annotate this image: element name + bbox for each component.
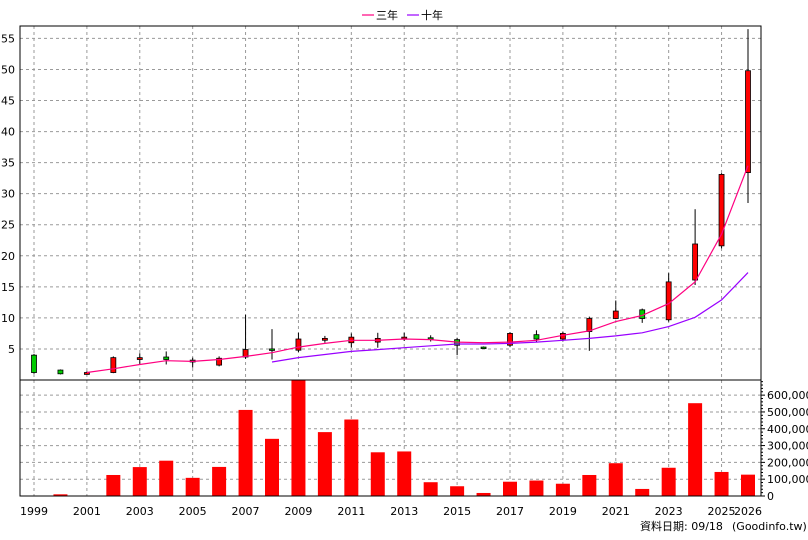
price-tick-label: 25 (1, 219, 15, 232)
year-tick-label: 2007 (232, 505, 260, 518)
legend: 三年 十年 (362, 8, 443, 22)
year-tick-label: 2023 (655, 505, 683, 518)
candle-body (321, 337, 328, 341)
volume-bar (582, 474, 597, 496)
volume-tick-label: 0 (767, 490, 774, 503)
legend-ma3-label: 三年 (376, 8, 398, 22)
volume-bar (503, 481, 517, 496)
volume-bar (185, 477, 200, 496)
volume-bar (661, 467, 676, 496)
year-tick-label: 2019 (549, 505, 577, 518)
year-tick-label: 2009 (284, 505, 312, 518)
volume-bar (450, 486, 465, 496)
volume-bar (212, 466, 227, 496)
candle-body (480, 346, 487, 349)
volume-tick-label: 600,000 (767, 389, 808, 402)
price-tick-label: 15 (1, 281, 15, 294)
year-axis-labels: 1999 2001 2003 2005 2007 2009 2011 2013 2015 2017… (20, 505, 762, 518)
year-tick-label: 2015 (443, 505, 471, 518)
legend-ma10-label: 十年 (421, 8, 443, 22)
candle-body (612, 310, 619, 319)
candle-body (57, 369, 64, 375)
volume-bars (27, 380, 755, 497)
candle-body (242, 349, 249, 358)
volume-bar (344, 419, 359, 496)
price-tick-label: 5 (8, 343, 15, 356)
price-tick-label: 10 (1, 312, 15, 325)
volume-bar (265, 438, 279, 496)
year-tick-label: 2005 (179, 505, 207, 518)
candle-body (216, 357, 223, 366)
volume-bar (317, 432, 332, 496)
data-date-label: 資料日期: 09/18 (640, 519, 723, 533)
candle-body (163, 356, 170, 360)
year-tick-label: 2001 (73, 505, 101, 518)
candle-body (507, 333, 513, 346)
year-tick-label: 2017 (496, 505, 524, 518)
volume-bar (370, 452, 385, 496)
year-tick-label: 1999 (20, 505, 48, 518)
volume-bar (714, 471, 729, 496)
price-tick-label: 50 (1, 63, 15, 76)
year-tick-label: 2013 (390, 505, 418, 518)
volume-tick-label: 500,000 (767, 406, 808, 419)
year-tick-label: 2011 (337, 505, 365, 518)
volume-bar (238, 409, 253, 496)
volume-tick-label: 100,000 (767, 473, 808, 486)
price-grid (20, 26, 761, 380)
candle-body (718, 174, 725, 247)
volume-bar (106, 474, 121, 496)
volume-bar (53, 494, 68, 496)
candle-body (665, 281, 672, 321)
volume-tick-label: 400,000 (767, 423, 808, 436)
volume-bar (635, 488, 650, 496)
volume-bar (423, 482, 438, 496)
year-tick-label: 2025 (708, 505, 736, 518)
candle-body (295, 338, 302, 351)
price-tick-label: 20 (1, 250, 15, 263)
candle-body (269, 348, 275, 351)
volume-bar (529, 480, 544, 496)
moving-average-lines (86, 165, 749, 374)
year-tick-label: 2003 (126, 505, 154, 518)
candle-body (31, 354, 37, 373)
price-tick-label: 30 (1, 188, 15, 201)
volume-axis-labels: 0 100,000 200,000 300,000 400,000 500,000 600,… (761, 381, 808, 503)
volume-bar (159, 460, 174, 496)
candle-body (533, 334, 540, 340)
price-tick-label: 40 (1, 126, 15, 139)
volume-bar (132, 467, 147, 496)
source-label: (Goodinfo.tw) (732, 520, 807, 533)
price-tick-label: 35 (1, 157, 15, 170)
candle-body (110, 357, 117, 373)
year-tick-label: 2026 (734, 505, 762, 518)
volume-tick-label: 300,000 (767, 440, 808, 453)
ma10-line (271, 272, 749, 363)
volume-bar (397, 451, 412, 496)
volume-bar (555, 483, 570, 496)
candle-body (83, 372, 90, 375)
volume-bar (476, 492, 491, 496)
ma3-line (86, 165, 749, 374)
candle-body (745, 70, 751, 173)
volume-bar (688, 403, 703, 496)
price-tick-label: 45 (1, 95, 15, 108)
candle-body (692, 243, 699, 281)
candle-body (586, 318, 593, 332)
volume-bar (291, 380, 306, 496)
volume-tick-label: 200,000 (767, 456, 808, 469)
volume-bar (608, 463, 623, 496)
price-axis-labels: 5 10 15 20 25 30 35 40 45 50 55 (1, 32, 15, 356)
candle-body (136, 357, 143, 360)
price-tick-label: 55 (1, 32, 15, 45)
year-tick-label: 2021 (602, 505, 630, 518)
volume-bar (741, 474, 755, 496)
volume-panel-frame (19, 379, 762, 497)
